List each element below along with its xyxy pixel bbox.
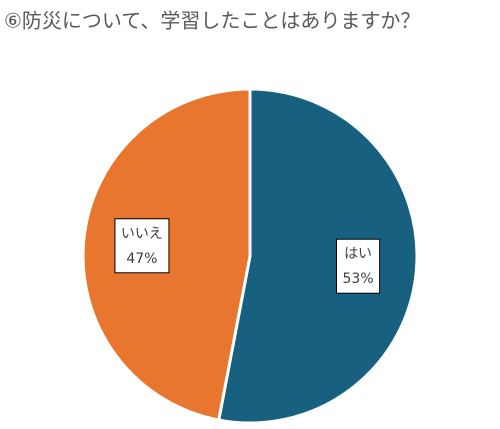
pie-slice xyxy=(216,87,419,425)
slice-category-label: はい xyxy=(344,246,372,262)
slice-category-label: いいえ xyxy=(121,226,163,242)
slice-value-label: 53% xyxy=(343,271,374,287)
label-box xyxy=(114,218,170,274)
slice-value-label: 47% xyxy=(126,251,157,267)
label-box xyxy=(336,238,381,294)
chart-title: ⑥防災について、学習したことはありますか？ xyxy=(4,9,420,33)
